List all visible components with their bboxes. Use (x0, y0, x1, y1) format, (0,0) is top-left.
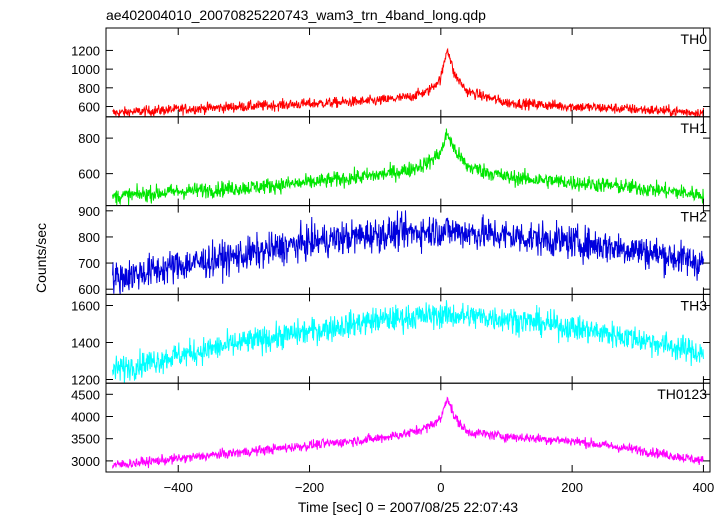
series-label-th2: TH2 (681, 209, 708, 225)
x-tick-label: −400 (164, 480, 193, 495)
y-tick-label: 1000 (71, 62, 100, 77)
series-line-th1 (112, 128, 704, 206)
y-tick-label: 3000 (71, 454, 100, 469)
panel-th1: 600 800 TH1 (78, 116, 711, 207)
y-tick-label: 1200 (71, 43, 100, 58)
x-tick-label: 200 (561, 480, 583, 495)
panel-frame (105, 27, 711, 118)
panels-group: 600 800 1000 1200 TH0 600 800 TH1 600 700 800 900 TH… (71, 27, 715, 495)
y-tick-label: 600 (78, 282, 100, 297)
y-tick-label: 900 (78, 204, 100, 219)
x-tick-label: −200 (295, 480, 324, 495)
y-tick-label: 1400 (71, 336, 100, 351)
y-tick-label: 1600 (71, 299, 100, 314)
series-label-th0123: TH0123 (657, 386, 707, 402)
y-tick-label: 800 (78, 81, 100, 96)
series-line-th0123 (112, 396, 704, 469)
series-line-th2 (112, 210, 704, 295)
x-tick-label: 400 (693, 480, 715, 495)
y-tick-label: 800 (78, 230, 100, 245)
y-tick-label: 4000 (71, 410, 100, 425)
series-line-th0 (112, 47, 704, 119)
panel-th0123: 3000 3500 4000 4500 TH0123 (71, 382, 711, 473)
y-tick-label: 700 (78, 256, 100, 271)
series-label-th0: TH0 (681, 31, 708, 47)
y-axis-label: Counts/sec (33, 223, 49, 293)
series-label-th1: TH1 (681, 120, 708, 136)
series-label-th3: TH3 (681, 297, 708, 313)
x-tick-label: 0 (437, 480, 444, 495)
x-axis-label: Time [sec] 0 = 2007/08/25 22:07:43 (298, 499, 518, 515)
y-tick-label: 1200 (71, 373, 100, 388)
panel-th3: 1200 1400 1600 TH3 (71, 293, 711, 388)
panel-th2: 600 700 800 900 TH2 (78, 204, 711, 297)
y-tick-label: 3500 (71, 432, 100, 447)
y-tick-label: 600 (78, 100, 100, 115)
y-tick-label: 800 (78, 131, 100, 146)
y-tick-label: 600 (78, 167, 100, 182)
panel-frame (105, 382, 711, 473)
y-tick-label: 4500 (71, 387, 100, 402)
panel-th0: 600 800 1000 1200 TH0 (71, 27, 711, 119)
series-line-th3 (112, 300, 704, 383)
chart-title: ae402004010_20070825220743_wam3_trn_4ban… (106, 7, 486, 23)
